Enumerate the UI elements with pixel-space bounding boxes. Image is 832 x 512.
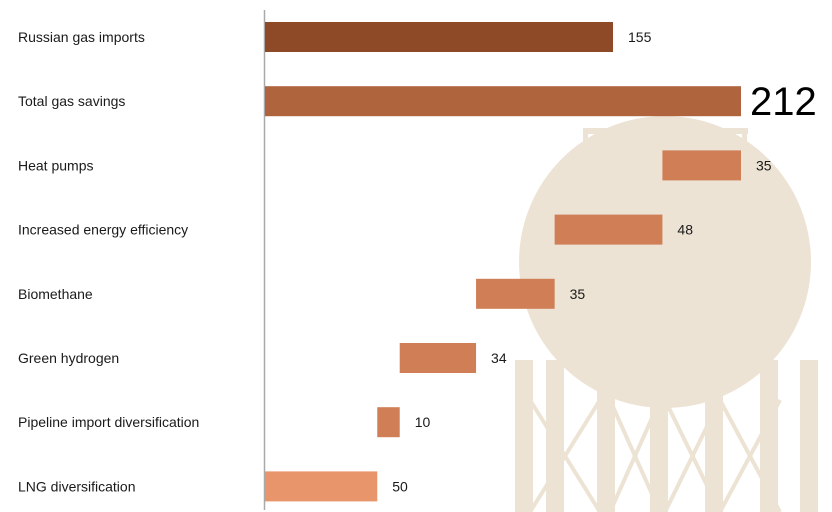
category-labels: Russian gas imports Total gas savings Heat… xyxy=(18,29,199,494)
bars xyxy=(265,22,741,502)
category-label-increased-energy-efficiency: Increased energy efficiency xyxy=(18,222,188,238)
tank-leg xyxy=(597,360,615,512)
bar-increased-energy-efficiency xyxy=(554,214,663,245)
tank-sphere xyxy=(519,116,811,408)
value-label-increased-energy-efficiency: 48 xyxy=(677,222,693,238)
bar-biomethane xyxy=(476,278,555,309)
tank-leg xyxy=(650,360,668,512)
tank-brace xyxy=(608,399,662,512)
tank-railing-post xyxy=(702,128,707,154)
bar-pipeline-import-diversification xyxy=(377,407,400,438)
value-label-russian-gas-imports: 155 xyxy=(628,29,652,45)
bar-green-hydrogen xyxy=(399,343,477,373)
tank-brace xyxy=(528,398,602,512)
tank-railing-post xyxy=(612,128,617,154)
tank-leg xyxy=(515,360,533,512)
bar-heat-pumps xyxy=(662,150,741,181)
bar-russian-gas-imports xyxy=(265,22,614,52)
tank-railing-post xyxy=(583,128,588,154)
bar-total-gas-savings xyxy=(265,86,741,117)
value-label-total-gas-savings: 212 xyxy=(750,80,817,124)
value-label-biomethane: 35 xyxy=(570,286,586,302)
tank-leg xyxy=(800,360,818,512)
category-label-heat-pumps: Heat pumps xyxy=(18,157,93,173)
tank-leg xyxy=(705,360,723,512)
value-label-green-hydrogen: 34 xyxy=(491,350,507,366)
bar-lng-diversification xyxy=(265,471,378,502)
tank-railing-post xyxy=(642,128,647,154)
value-label-heat-pumps: 35 xyxy=(756,157,772,173)
gas-storage-tank-illustration xyxy=(515,116,818,512)
tank-railing-post xyxy=(742,128,747,154)
tank-brace xyxy=(718,399,782,512)
tank-railing-bottom xyxy=(583,143,748,148)
category-label-biomethane: Biomethane xyxy=(18,286,93,302)
tank-leg xyxy=(760,360,778,512)
tank-brace xyxy=(663,399,722,512)
value-label-lng-diversification: 50 xyxy=(392,478,408,494)
category-label-green-hydrogen: Green hydrogen xyxy=(18,350,119,366)
tank-railing-post xyxy=(672,128,677,154)
category-label-lng-diversification: LNG diversification xyxy=(18,478,136,494)
tank-railing-top xyxy=(583,128,748,134)
category-label-total-gas-savings: Total gas savings xyxy=(18,93,125,109)
tank-leg xyxy=(546,360,564,512)
value-labels: 155 212 35 48 35 34 10 50 xyxy=(392,29,816,494)
category-label-pipeline-import-diversification: Pipeline import diversification xyxy=(18,414,199,430)
category-label-russian-gas-imports: Russian gas imports xyxy=(18,29,145,45)
value-label-pipeline-import-diversification: 10 xyxy=(415,414,431,430)
